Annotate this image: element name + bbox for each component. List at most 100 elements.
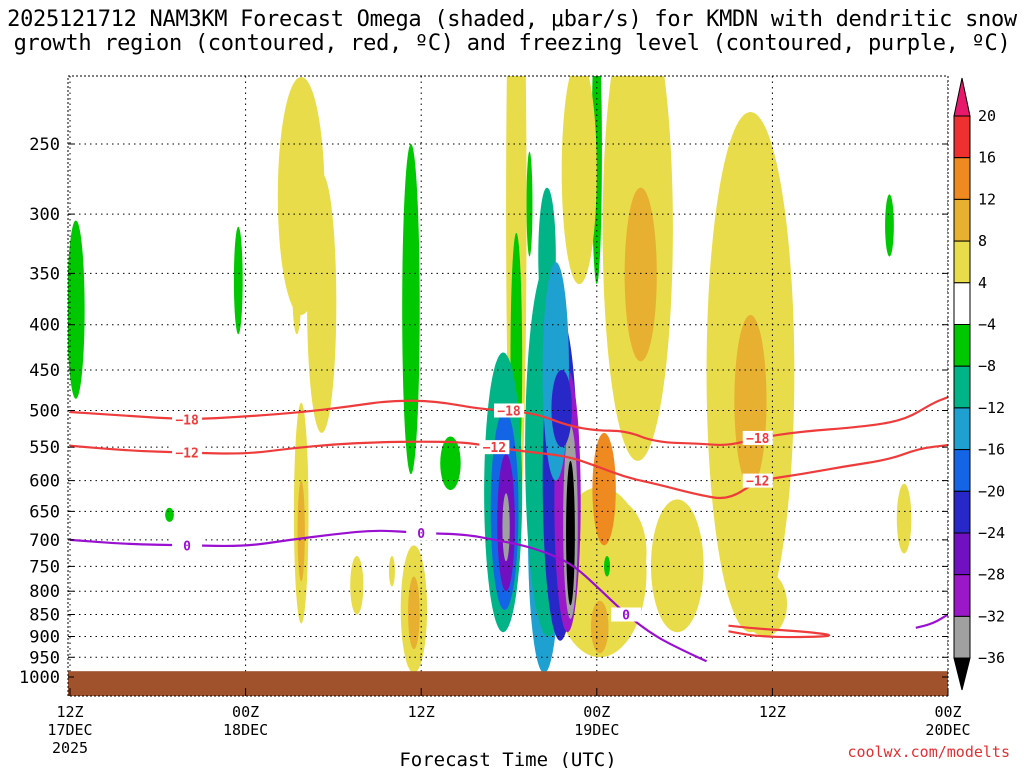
ytick-label-450: 450 [29,361,60,381]
colorbar-swatch-3 [953,240,971,284]
colorbar-swatch-1 [953,157,971,200]
omega-region-30 [388,556,395,587]
ytick-label-1000: 1000 [19,668,60,688]
omega-region-17 [650,499,704,633]
contour-label-1-2: −12 [746,475,769,490]
contour-label-bg [406,526,437,541]
contour-label-3-0: 0 [183,539,191,554]
omega-region-7 [68,220,85,399]
colorbar-label-11: −28 [978,566,1005,584]
colorbar-label-6: −8 [978,357,996,375]
ytick-label-850: 850 [29,606,60,626]
ytick-label-950: 950 [29,648,60,668]
contour-0 [69,396,948,447]
ytick-label-900: 900 [29,627,60,647]
colorbar-label-5: −4 [978,316,996,334]
omega-region-4 [402,144,420,475]
colorbar-label-3: 8 [978,232,987,250]
omega-region-29 [408,576,420,650]
ytick-label-550: 550 [29,438,60,458]
omega-region-6 [165,507,174,522]
omega-region-21 [885,194,894,257]
colorbar-label-12: −32 [978,607,1005,625]
colorbar-label-9: −20 [978,482,1005,500]
colorbar-swatch-2 [953,198,971,242]
x-axis-label: Forecast Time (UTC) [399,749,616,768]
source-credit: coolwx.com/modelts [847,743,1010,761]
omega-region-19 [734,314,767,487]
colorbar-swatch-0 [953,115,971,159]
contour-label-0-2: −18 [746,432,770,447]
omega-shading [68,76,912,674]
colorbar-label-2: 12 [978,190,996,208]
xtick-time-1: 00Z [232,703,259,721]
xtick-year-0: 2025 [52,739,88,757]
time-axis: Forecast Time (UTC) 12Z17DEC202500Z18DEC… [47,688,971,768]
colorbar-swatch-12 [953,615,971,659]
omega-region-8 [526,151,533,257]
contour-label-bg [742,473,773,488]
ytick-label-400: 400 [29,316,60,336]
contour-1 [69,440,948,500]
omega-region-3 [233,226,243,335]
ytick-label-250: 250 [29,135,60,155]
omega-region-5 [440,436,461,491]
contour-2 [728,624,831,639]
ytick-label-700: 700 [29,531,60,551]
colorbar-swatch-4 [953,282,971,325]
plot-frame [67,75,949,697]
contour-label-3-2: 0 [622,609,630,624]
omega-region-40 [566,460,575,606]
xtick-date-5: 20DEC [925,721,970,739]
contour-label-bg [172,538,203,553]
xtick-date-1: 18DEC [223,721,268,739]
colorbar-swatch-6 [953,365,971,409]
colorbar-swatch-11 [953,574,971,617]
contour-3 [69,529,708,663]
colorbar-swatch-9 [953,490,971,534]
xtick-time-3: 00Z [583,703,610,721]
contour-4 [915,613,948,629]
contour-label-bg [611,607,642,622]
colorbar-label-8: −16 [978,441,1005,459]
contour-label-1-0: −12 [175,447,198,462]
ytick-label-800: 800 [29,582,60,602]
chart-title-line-2: growth region (contoured, red, ºC) and f… [13,31,1011,56]
colorbar-top-arrow [953,77,971,117]
ytick-label-600: 600 [29,472,60,492]
colorbar-swatch-8 [953,449,971,492]
colorbar-legend: 20 16 12 8 4 −4 −8 −12 −16 −20 −24 −28 −32 −36 [953,77,1005,691]
omega-region-2 [292,250,302,335]
chart-title-line-1: 2025121712 NAM3KM Forecast Omega (shaded… [7,7,1017,32]
omega-region-14 [624,187,657,362]
xtick-date-0: 17DEC [47,721,92,739]
contour-label-0-0: −18 [175,414,199,429]
xtick-time-0: 12Z [56,703,83,721]
omega-region-27 [350,556,364,615]
contour-label-0-1: −18 [497,405,521,420]
omega-region-24 [590,600,609,654]
colorbar-swatch-7 [953,407,971,451]
colorbar-label-4: 4 [978,274,987,292]
contour-label-bg [172,412,203,427]
ytick-label-500: 500 [29,402,60,422]
contour-label-bg [742,430,773,445]
xtick-time-2: 12Z [408,703,435,721]
omega-region-43 [551,369,572,448]
xtick-time-5: 00Z [934,703,961,721]
colorbar-label-7: −12 [978,399,1005,417]
colorbar-swatch-5 [953,324,971,367]
contour-label-3-1: 0 [417,527,425,542]
colorbar-label-0: 20 [978,107,996,125]
colorbar-label-13: −36 [978,649,1005,667]
colorbar-label-10: −24 [978,524,1005,542]
ytick-label-300: 300 [29,205,60,225]
omega-region-26 [297,480,305,582]
omega-region-34 [502,493,510,562]
xtick-time-4: 12Z [759,703,786,721]
colorbar-bottom-arrow [953,657,971,691]
temperature-contours: −18 −18 −18 −12 −12 −12 0 0 0 [69,396,948,663]
colorbar-label-1: 16 [978,149,996,167]
omega-region-42 [542,262,569,481]
